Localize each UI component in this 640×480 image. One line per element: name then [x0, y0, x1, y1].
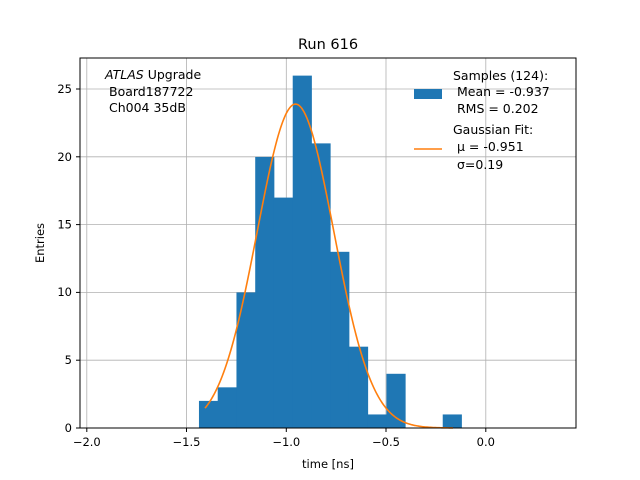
y-tick-label: 10: [57, 285, 72, 299]
atlas-label: ATLAS: [104, 67, 144, 82]
gaussian-fit-curve: [204, 103, 454, 429]
y-axis: 0 5 10 15 20 25 Entries: [33, 82, 80, 435]
svg-text:ATLAS Upgrade: ATLAS Upgrade: [104, 67, 201, 82]
legend-fit-mu: μ = -0.951: [453, 139, 524, 154]
legend: Samples (124): Mean = -0.937 RMS = 0.202…: [414, 68, 550, 172]
x-tick-label: −0.5: [372, 435, 400, 449]
histogram-bar: [442, 414, 462, 428]
histogram-bar: [236, 292, 256, 428]
histogram-bars: [198, 75, 462, 429]
y-tick-label: 5: [65, 353, 72, 367]
legend-fit-sigma: σ=0.19: [453, 157, 503, 172]
x-axis: −2.0 −1.5 −1.0 −0.5 0.0 time [ns]: [73, 428, 495, 471]
x-axis-label: time [ns]: [302, 457, 354, 471]
histogram-bar: [330, 251, 350, 428]
y-axis-label: Entries: [33, 223, 47, 263]
histogram-bar: [273, 197, 294, 428]
y-tick-label: 15: [57, 218, 72, 232]
histogram-bar: [292, 75, 312, 429]
upgrade-label: Upgrade: [144, 67, 202, 82]
y-tick-label: 0: [65, 421, 72, 435]
atlas-annotation: ATLAS Upgrade Board187722 Ch004 35dB: [104, 67, 201, 115]
board-label: Board187722: [109, 84, 193, 99]
legend-fit-title: Gaussian Fit:: [453, 122, 533, 137]
legend-hist-mean: Mean = -0.937: [453, 84, 550, 99]
x-tick-label: −2.0: [73, 435, 101, 449]
y-tick-label: 25: [57, 82, 72, 96]
x-tick-label: 0.0: [477, 435, 495, 449]
x-tick-label: −1.0: [272, 435, 300, 449]
legend-hist-rms: RMS = 0.202: [453, 101, 539, 116]
legend-hist-title: Samples (124):: [453, 68, 548, 83]
plot-frame: [79, 57, 577, 429]
histogram-bar: [367, 414, 387, 428]
chart-title: Run 616: [298, 37, 358, 53]
histogram-bar: [311, 143, 331, 428]
histogram-bar: [217, 387, 237, 428]
histogram-bar: [348, 346, 369, 428]
histogram-bar: [198, 400, 219, 428]
y-tick-label: 20: [57, 150, 72, 164]
histogram-bar: [255, 156, 275, 428]
histogram-bar: [386, 373, 406, 428]
legend-hist-swatch: [414, 89, 442, 99]
x-tick-label: −1.5: [173, 435, 201, 449]
channel-label: Ch004 35dB: [109, 100, 186, 115]
